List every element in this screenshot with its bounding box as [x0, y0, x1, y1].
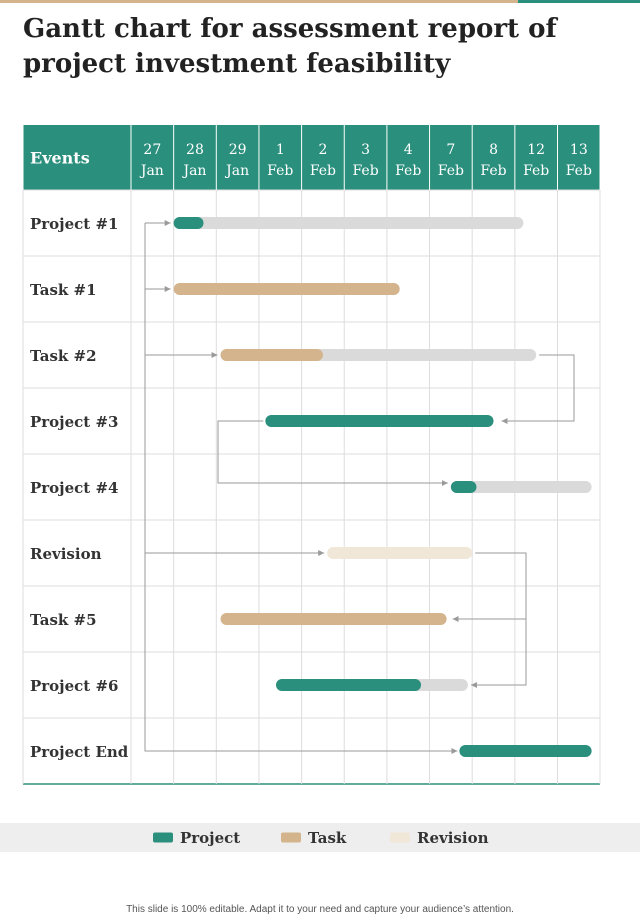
header-band [23, 125, 600, 190]
date-month-label: Feb [480, 163, 506, 179]
date-day-label: 8 [489, 142, 498, 158]
dependency-connector [217, 420, 448, 486]
gantt-bar-task [220, 349, 323, 361]
legend-label: Project [180, 829, 240, 847]
date-day-label: 29 [229, 142, 247, 158]
row-label: Task #2 [30, 347, 97, 365]
date-month-label: Feb [523, 163, 549, 179]
legend-swatch-project [153, 832, 173, 843]
date-day-label: 27 [143, 142, 161, 158]
legend-label: Revision [417, 829, 489, 847]
date-month-label: Jan [224, 163, 249, 179]
date-month-label: Jan [181, 163, 206, 179]
header-events-label: Events [30, 149, 90, 168]
gantt-chart: Events 27 Jan 28 Jan 29 Jan 1 Feb 2 Feb 3 Feb 4 Feb 7 Fe… [0, 125, 640, 852]
date-day-label: 4 [404, 142, 413, 158]
row-label: Project #6 [30, 677, 118, 695]
legend-swatch-task [281, 832, 301, 843]
row-label: Revision [30, 545, 102, 563]
gantt-bar-project [265, 415, 494, 427]
gantt-bar-project [459, 745, 592, 757]
date-month-label: Feb [352, 163, 378, 179]
date-day-label: 1 [276, 142, 285, 158]
gantt-bar-remaining [450, 481, 592, 493]
date-day-label: 2 [318, 142, 327, 158]
gantt-bar-project [173, 217, 204, 229]
date-day-label: 12 [527, 142, 545, 158]
gantt-bar-task [220, 613, 447, 625]
top-accent-bar [0, 0, 518, 3]
date-day-label: 7 [446, 142, 455, 158]
row-label: Task #5 [30, 611, 97, 629]
date-month-label: Feb [438, 163, 464, 179]
date-month-label: Feb [310, 163, 336, 179]
top-accent-bar-teal [518, 0, 640, 3]
date-month-label: Feb [395, 163, 421, 179]
gantt-bar-project [450, 481, 477, 493]
legend-band [0, 823, 640, 852]
row-label: Project #1 [30, 215, 118, 233]
row-label: Project End [30, 743, 129, 761]
footer-note: This slide is 100% editable. Adapt it to… [126, 904, 514, 915]
gantt-bar-remaining [173, 217, 524, 229]
gantt-bar-project [276, 679, 422, 691]
date-day-label: 28 [186, 142, 204, 158]
gantt-bar-task [173, 283, 400, 295]
dependency-connector [501, 354, 575, 424]
date-month-label: Feb [267, 163, 293, 179]
date-month-label: Feb [566, 163, 592, 179]
legend-swatch-revision [390, 832, 410, 843]
dependency-spine [144, 223, 458, 754]
gantt-bar-revision [327, 547, 473, 559]
date-day-label: 13 [570, 142, 588, 158]
row-label: Project #4 [30, 479, 118, 497]
date-month-label: Jan [139, 163, 164, 179]
row-label: Project #3 [30, 413, 118, 431]
page-title: Gantt chart for assessment report of pro… [23, 14, 557, 79]
legend-label: Task [308, 829, 347, 847]
row-label: Task #1 [30, 281, 97, 299]
date-day-label: 3 [361, 142, 370, 158]
